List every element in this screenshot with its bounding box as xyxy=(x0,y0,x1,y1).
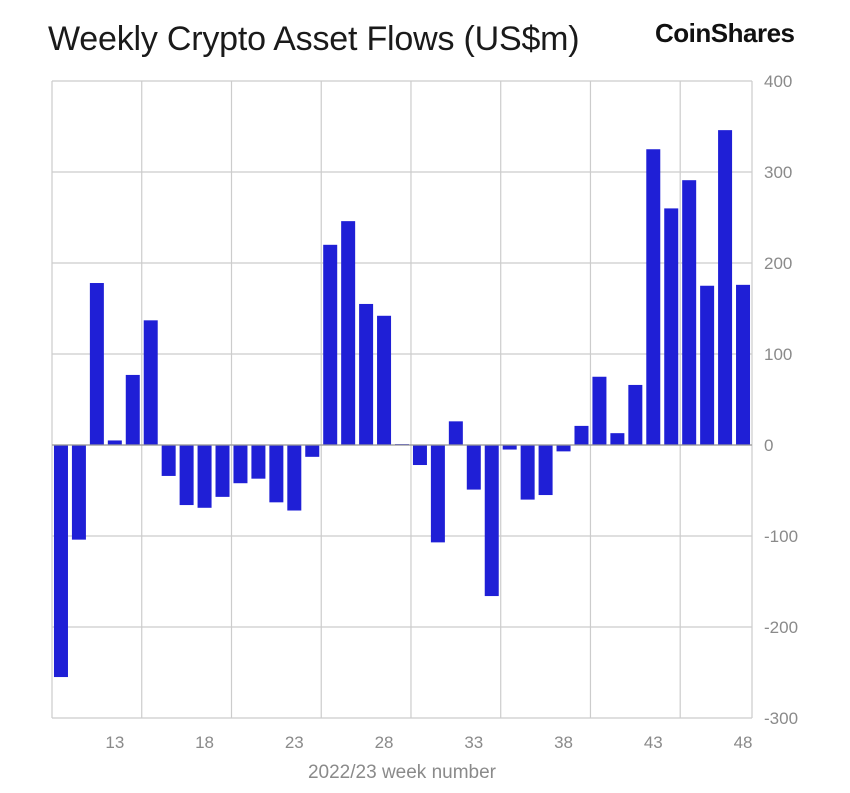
bar-week-35 xyxy=(502,445,517,450)
bar-week-40 xyxy=(592,376,607,445)
bars xyxy=(53,130,751,678)
bar-week-37 xyxy=(538,445,553,496)
bar-week-20 xyxy=(233,445,248,484)
bar-week-36 xyxy=(520,445,535,500)
bar-week-44 xyxy=(664,208,679,445)
x-tick-label: 23 xyxy=(285,733,304,752)
bar-week-15 xyxy=(143,320,158,445)
bar-week-23 xyxy=(287,445,302,511)
bar-week-25 xyxy=(323,244,338,445)
bar-week-26 xyxy=(341,221,356,445)
bar-week-14 xyxy=(125,374,140,445)
x-tick-label: 38 xyxy=(554,733,573,752)
bar-week-32 xyxy=(448,421,463,445)
x-tick-label: 33 xyxy=(464,733,483,752)
y-tick-label: 200 xyxy=(764,254,792,273)
x-tick-label: 48 xyxy=(734,733,753,752)
bar-week-22 xyxy=(269,445,284,503)
x-tick-label: 28 xyxy=(375,733,394,752)
y-axis-tick-labels: -300 -200 -100 0 100 200 300 400 xyxy=(764,72,798,728)
y-tick-label: 100 xyxy=(764,345,792,364)
y-tick-label: -200 xyxy=(764,618,798,637)
x-tick-label: 18 xyxy=(195,733,214,752)
bar-week-13 xyxy=(107,440,122,445)
bar-week-43 xyxy=(646,149,661,445)
vertical-gridlines xyxy=(51,81,753,718)
bar-week-19 xyxy=(215,445,230,497)
bar-week-33 xyxy=(466,445,481,490)
x-tick-label: 13 xyxy=(105,733,124,752)
bar-week-48 xyxy=(736,284,751,445)
y-tick-label: -300 xyxy=(764,709,798,728)
bar-week-39 xyxy=(574,425,589,445)
bar-week-31 xyxy=(430,445,445,543)
chart-title: Weekly Crypto Asset Flows (US$m) xyxy=(48,20,580,58)
bar-week-28 xyxy=(377,315,392,445)
bar-week-21 xyxy=(251,445,266,479)
bar-week-27 xyxy=(359,303,374,445)
bar-week-47 xyxy=(718,130,733,445)
coinshares-logo: CoinShares xyxy=(655,18,795,48)
bar-week-42 xyxy=(628,384,643,445)
bar-week-34 xyxy=(484,445,499,597)
y-tick-label: 400 xyxy=(764,72,792,91)
bar-week-12 xyxy=(89,283,104,445)
bar-week-16 xyxy=(161,445,176,476)
y-tick-label: 0 xyxy=(764,436,773,455)
bar-week-46 xyxy=(700,285,715,445)
bar-week-30 xyxy=(412,445,427,466)
bar-week-41 xyxy=(610,433,625,445)
bar-week-10 xyxy=(53,445,68,678)
x-axis-label: 2022/23 week number xyxy=(308,762,497,783)
bar-week-17 xyxy=(179,445,194,506)
y-tick-label: -100 xyxy=(764,527,798,546)
bar-week-38 xyxy=(556,445,571,452)
bar-week-18 xyxy=(197,445,212,508)
x-axis-tick-labels: 13 18 23 28 33 38 43 48 xyxy=(105,733,752,752)
bar-week-11 xyxy=(71,445,86,540)
bar-week-45 xyxy=(682,180,697,445)
x-tick-label: 43 xyxy=(644,733,663,752)
y-tick-label: 300 xyxy=(764,163,792,182)
bar-week-24 xyxy=(305,445,320,457)
